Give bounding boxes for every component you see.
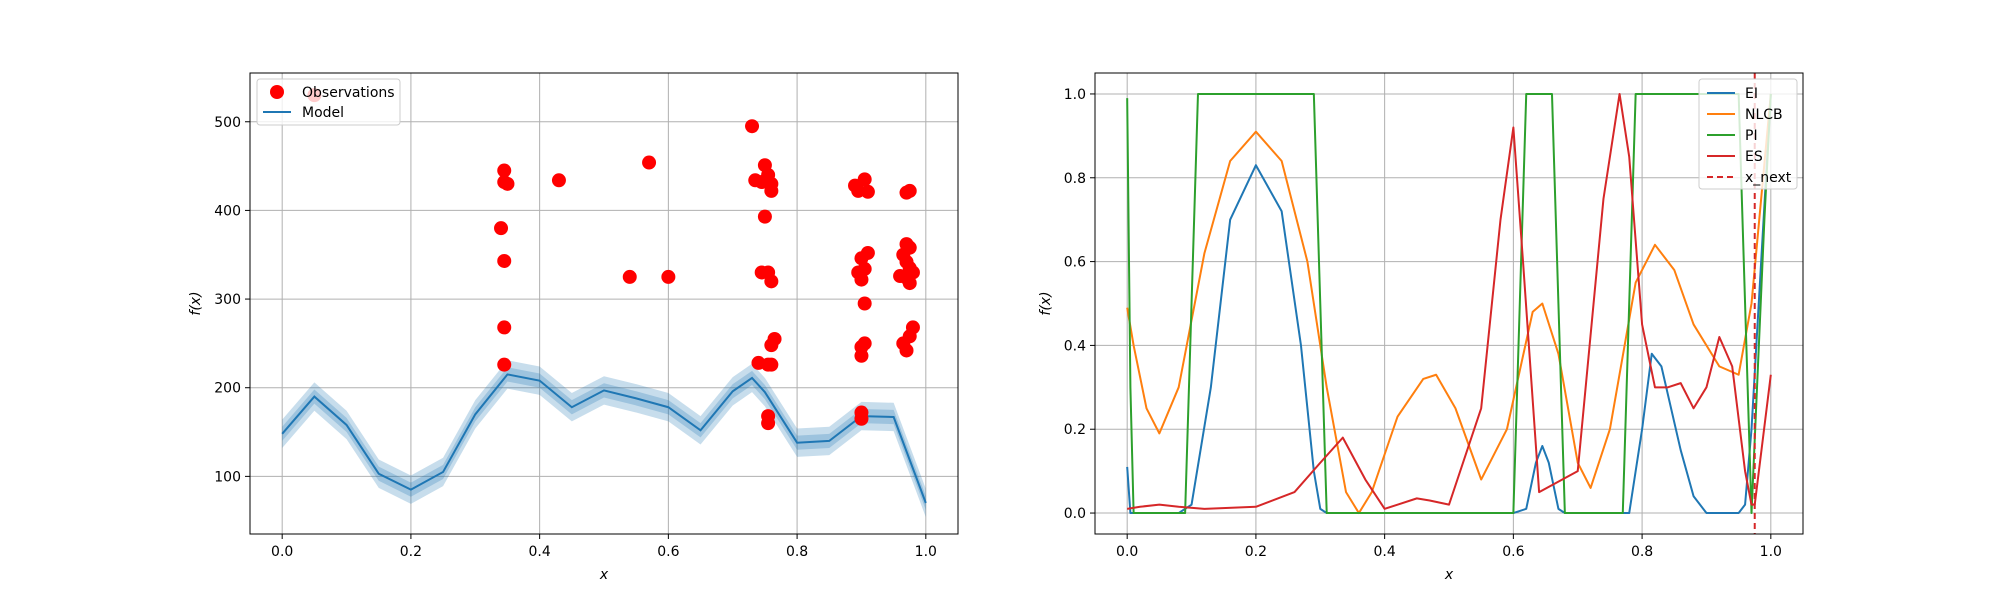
x-axis-label: x — [599, 567, 609, 583]
legend-box — [1698, 78, 1798, 190]
pi-line — [1126, 92, 1772, 515]
observation-point — [902, 276, 917, 291]
observation-point — [497, 253, 512, 268]
y-tick-label: 500 — [214, 115, 241, 131]
legend-label-pi: PI — [1745, 128, 1758, 144]
y-tick-label: 400 — [214, 203, 241, 219]
observation-point — [764, 338, 779, 353]
x-tick-label: 0.8 — [1631, 544, 1653, 560]
es-line — [1127, 92, 1772, 510]
model-uncertainty-band — [282, 367, 926, 511]
ei-line — [1126, 93, 1772, 515]
x-tick-label: 1.0 — [915, 544, 937, 560]
observation-point — [661, 269, 676, 284]
observation-point — [857, 172, 872, 187]
observation-point — [899, 343, 914, 358]
legend: Observations Model — [256, 78, 401, 126]
legend-label-observations: Observations — [302, 85, 395, 101]
x-tick-label: 0.6 — [657, 544, 679, 560]
x-tick-label: 0.6 — [1502, 544, 1524, 560]
y-tick-label: 1.0 — [1064, 87, 1086, 103]
x-tick-label: 0.2 — [400, 544, 422, 560]
y-tick-label: 100 — [214, 469, 241, 485]
x-tick-label: 0.4 — [1374, 544, 1396, 560]
observation-point — [497, 320, 512, 335]
plot-area — [281, 88, 927, 518]
observation-point — [857, 296, 872, 311]
nlcb-line — [1126, 93, 1772, 515]
legend-box — [256, 78, 401, 126]
right-chart-panel: 0.0 0.2 0.4 0.6 0.8 1.0 0.0 0.2 0.4 0.6 0.8 1.0 x f(x… — [1038, 72, 1804, 583]
x-tick-label: 0.0 — [1116, 544, 1138, 560]
observation-point — [642, 155, 657, 170]
y-tick-label: 0.0 — [1064, 506, 1086, 522]
observation-point — [857, 261, 872, 276]
observation-point — [745, 119, 760, 134]
y-tick-label: 300 — [214, 292, 241, 308]
legend-label-ei: EI — [1745, 86, 1758, 102]
legend: EI NLCB PI ES x_next — [1698, 78, 1798, 190]
y-tick-label: 0.6 — [1064, 255, 1086, 271]
x-tick-label: 0.2 — [1245, 544, 1267, 560]
y-tick-label: 0.8 — [1064, 171, 1086, 187]
observation-point — [622, 269, 637, 284]
observation-point — [905, 265, 920, 280]
observation-point — [500, 176, 515, 191]
model-uncertainty-band — [282, 360, 926, 518]
observation-point — [902, 183, 917, 198]
observation-point — [854, 348, 869, 363]
observation-point — [497, 163, 512, 178]
axes-frame — [249, 72, 959, 535]
observation-point — [497, 357, 512, 372]
observation-point — [854, 411, 869, 426]
legend-label-x_next: x_next — [1745, 170, 1792, 186]
y-axis-label: f(x) — [1038, 291, 1054, 315]
observation-point — [764, 183, 779, 198]
axes-frame — [1094, 72, 1804, 535]
y-tick-label: 0.4 — [1064, 338, 1086, 354]
x-tick-label: 0.0 — [271, 544, 293, 560]
plot-area — [1126, 73, 1772, 534]
left-chart-panel: 0.0 0.2 0.4 0.6 0.8 1.0 100 200 300 400 500 x f(x) Ob… — [188, 72, 959, 583]
observation-point — [494, 221, 509, 236]
x-axis-label: x — [1444, 567, 1454, 583]
gridlines — [1095, 73, 1803, 534]
legend-marker-observations — [270, 85, 284, 99]
observation-point — [860, 245, 875, 260]
x-tick-label: 0.8 — [786, 544, 808, 560]
observation-point — [860, 184, 875, 199]
y-axis-label: f(x) — [188, 291, 204, 315]
y-tick-label: 200 — [214, 381, 241, 397]
legend-label-model: Model — [302, 105, 344, 121]
observation-point — [764, 357, 779, 372]
x-tick-label: 0.4 — [529, 544, 551, 560]
y-tick-label: 0.2 — [1064, 422, 1086, 438]
observation-point — [551, 173, 566, 188]
legend-label-es: ES — [1745, 149, 1763, 165]
gridlines — [250, 73, 958, 534]
observation-point — [854, 272, 869, 287]
observation-point — [757, 209, 772, 224]
x-tick-label: 1.0 — [1760, 544, 1782, 560]
legend-label-nlcb: NLCB — [1745, 107, 1783, 123]
observation-point — [761, 416, 776, 431]
model-line — [281, 373, 927, 504]
observation-point — [764, 274, 779, 289]
